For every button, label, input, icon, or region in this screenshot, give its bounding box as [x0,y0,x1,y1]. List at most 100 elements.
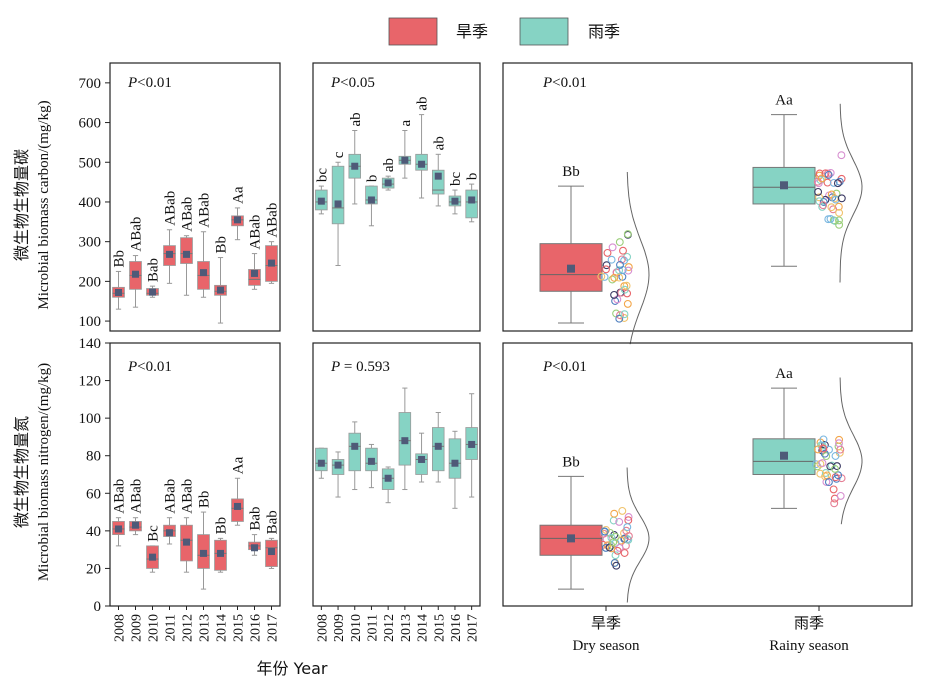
data-point [624,535,633,544]
data-point [602,265,610,274]
mean-marker [251,544,258,552]
box-body [315,447,328,472]
box-body [180,237,193,264]
y-tick-label: 0 [94,599,102,615]
mean-marker [166,250,173,258]
box-2017 [465,393,478,498]
panel-mbn-dry-years: 0 20 40 60 80 100 120 140 P<0.01 ABab 2008 ABab 2009… [79,336,281,642]
significance-label: a [398,119,414,126]
ylabel-top-en: Microbial biomass carbon/(mg/kg) [36,100,52,309]
data-point [624,532,633,541]
significance-label: Bab [146,258,162,282]
jitter-points [811,435,846,508]
mean-marker [234,502,241,510]
data-point [615,273,624,282]
y-tick-label: 700 [79,76,102,92]
data-point [607,255,616,264]
mean-marker [367,457,375,465]
x-tick-label: 2017 [466,614,481,642]
data-point [605,543,614,552]
mean-marker [115,525,122,533]
significance-label: b [364,175,380,183]
box-2008: ABab [112,479,128,547]
mean-marker [334,461,342,469]
data-point [835,220,844,229]
data-point [619,246,627,255]
data-point [837,151,846,160]
box-2015: Aa [231,186,247,241]
significance-label: Bc [146,525,162,542]
data-point [835,435,844,444]
data-point [819,444,828,453]
panel-mbn-season: P<0.01 Bb Aa [502,342,913,611]
mean-marker [132,270,139,278]
mean-marker [384,179,392,187]
box-2010: Bab [146,258,162,298]
box-2015 [432,412,445,483]
jitter-points [598,506,633,570]
box-2016: ABab [248,215,264,290]
data-point [620,285,629,294]
x-tick-label: 2013 [198,614,213,642]
x-tick-label: 2010 [147,614,162,642]
data-point [820,449,829,458]
data-point [607,533,616,542]
ylabel-bottom-cn: 微生物生物量氮 [12,416,31,528]
panel-frame [502,342,913,607]
data-point [620,310,629,319]
mean-marker [351,442,359,450]
y-tick-label: 80 [86,449,101,465]
mean-marker [183,250,190,258]
significance-label: ab [381,158,397,172]
mean-marker [351,162,359,170]
mean-marker [200,269,207,277]
significance-label: Aa [775,93,793,109]
significance-label: Bb [112,250,128,268]
data-point [616,260,624,269]
data-point [819,201,828,210]
mean-marker [268,259,275,267]
significance-label: ABab [180,479,196,514]
box-2011 [365,443,378,489]
season-box-0: Bb [539,454,650,603]
data-point [610,273,619,282]
data-point [612,561,621,570]
y-tick-label: 600 [79,116,102,132]
season-dry-en: Dry season [572,638,640,654]
data-point [814,445,822,454]
violin-curve [839,103,863,283]
significance-label: Bb [197,491,213,509]
box-2017: b [465,173,481,223]
significance-label: ABab [163,191,179,226]
box-2017: Bab [265,510,281,569]
significance-label: Aa [775,366,793,382]
x-tick-label: 2016 [249,614,264,642]
box-body [348,432,361,472]
data-point [831,464,839,473]
box-body [365,185,378,205]
violin-curve [626,171,650,345]
data-point [600,272,609,281]
significance-label: ABab [180,197,196,232]
data-point [617,255,626,264]
data-point [826,168,835,177]
significance-label: Bab [248,506,264,530]
data-point [610,290,619,299]
y-tick-label: 100 [79,411,102,427]
significance-label: ab [348,112,364,126]
x-tick-label: 2015 [432,614,447,642]
mean-marker [384,474,392,482]
mean-marker [149,288,156,296]
data-point [618,506,627,515]
data-point [622,281,631,290]
mean-marker [200,549,207,557]
box-2009: ABab [129,217,145,308]
box-body [331,165,345,225]
y-tick-label: 20 [86,561,101,577]
box-2010: ab [348,112,364,205]
season-box-1: Aa [752,366,863,525]
mean-marker [317,197,325,205]
legend-dry-swatch [388,17,438,46]
